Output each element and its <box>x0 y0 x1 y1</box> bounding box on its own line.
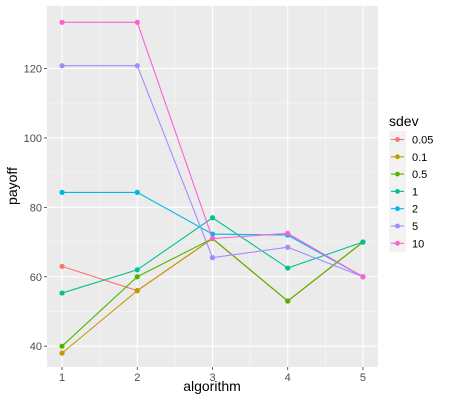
data-point-5 <box>59 63 65 69</box>
data-point-2 <box>59 189 65 196</box>
data-point-0.5 <box>134 274 140 280</box>
series-layer <box>59 19 366 356</box>
legend: sdev 0.05 0.1 0.5 1 2 5 10 <box>389 113 433 252</box>
legend-label-2: 2 <box>412 204 418 216</box>
legend-key-point-0.5 <box>395 171 400 177</box>
axis-layer: 40 60 80 100 120 1 2 3 4 5 <box>24 63 366 384</box>
data-point-1 <box>59 290 65 296</box>
data-point-0.5 <box>285 298 291 304</box>
data-point-0.05 <box>59 263 65 269</box>
data-point-10 <box>134 19 140 25</box>
legend-key-point-0.1 <box>395 154 400 160</box>
data-point-1 <box>209 215 216 221</box>
legend-key-point-2 <box>395 206 400 212</box>
data-point-2 <box>134 189 140 196</box>
y-tick-label: 100 <box>24 133 42 145</box>
legend-key-point-10 <box>395 240 400 246</box>
legend-label-0.1: 0.1 <box>412 152 427 164</box>
legend-label-10: 10 <box>412 238 424 250</box>
data-point-5 <box>209 255 216 261</box>
x-tick-label: 5 <box>360 372 366 384</box>
data-point-10 <box>285 230 291 236</box>
legend-items: 0.05 0.1 0.5 1 2 5 10 <box>389 131 433 252</box>
x-tick-label: 1 <box>59 372 65 384</box>
legend-key-point-0.05 <box>395 137 400 142</box>
data-point-10 <box>209 235 216 242</box>
data-point-5 <box>285 244 291 250</box>
legend-key-point-1 <box>395 189 400 194</box>
legend-key-point-5 <box>395 223 400 229</box>
x-tick-label: 4 <box>285 372 291 384</box>
y-tick-label: 120 <box>24 63 42 75</box>
data-point-10 <box>59 19 65 25</box>
y-tick-label: 40 <box>30 341 42 353</box>
legend-label-1: 1 <box>412 186 418 198</box>
y-tick-label: 80 <box>30 202 42 214</box>
data-point-1 <box>285 265 291 271</box>
data-point-0.5 <box>59 343 65 349</box>
data-point-5 <box>134 63 140 69</box>
data-point-1 <box>134 267 140 273</box>
data-point-1 <box>360 239 366 245</box>
x-tick-label: 3 <box>209 372 215 384</box>
data-point-10 <box>360 274 366 280</box>
x-axis-title: algorithm <box>183 378 241 394</box>
y-axis-title: payoff <box>4 167 20 205</box>
x-tick-label: 2 <box>134 372 140 384</box>
legend-label-5: 5 <box>412 221 418 233</box>
y-tick-label: 60 <box>30 272 42 284</box>
legend-label-0.5: 0.5 <box>412 169 427 181</box>
data-point-0.1 <box>59 350 65 356</box>
legend-label-0.05: 0.05 <box>412 135 433 147</box>
data-point-0.1 <box>134 288 140 294</box>
grid-layer <box>47 6 378 367</box>
legend-title: sdev <box>389 113 419 129</box>
